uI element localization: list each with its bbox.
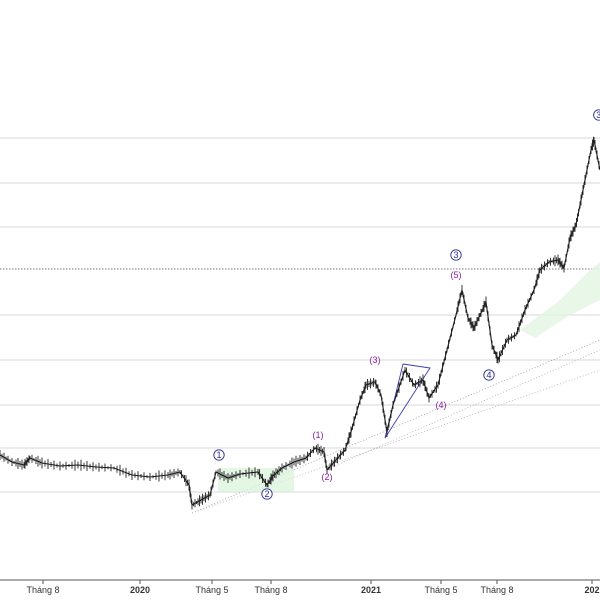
x-tick-label: Tháng 8: [26, 585, 59, 595]
wave-label-circle: [213, 449, 225, 461]
wave-label-circle: [450, 249, 462, 261]
x-tick-label: 2020: [130, 585, 150, 595]
wave-label: 1: [216, 450, 221, 460]
wave-label: 2: [264, 489, 269, 499]
channel-line-mid: [329, 349, 600, 469]
wave-label: (4): [436, 400, 447, 410]
x-tick-label: 2021: [361, 585, 381, 595]
wave-label: (2): [322, 472, 333, 482]
consolidation-box: [218, 468, 294, 492]
x-tick-label: 202: [584, 585, 599, 595]
wave-label: 3: [596, 110, 600, 120]
wave-label: 3: [453, 250, 458, 260]
x-tick-label: Tháng 5: [424, 585, 457, 595]
wave-label-circle: [593, 109, 600, 121]
x-tick-label: Tháng 8: [480, 585, 513, 595]
wave-label-circle: [261, 488, 273, 500]
wave-label: 4: [486, 370, 491, 380]
wave-label-circle: [483, 369, 495, 381]
wave-label: (1): [313, 430, 324, 440]
x-tick-label: Tháng 8: [254, 585, 287, 595]
wave-label: (3): [370, 355, 381, 365]
channel-line-upper: [191, 339, 600, 514]
x-tick-label: Tháng 5: [195, 585, 228, 595]
wave-label: (5): [451, 270, 462, 280]
volume-shade: [520, 262, 600, 338]
price-line: [0, 139, 600, 506]
